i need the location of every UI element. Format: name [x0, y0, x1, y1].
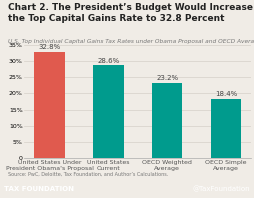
Bar	[152, 83, 182, 158]
Text: 23.2%: 23.2%	[156, 75, 178, 81]
Text: Source: PwC, Deloitte, Tax Foundation, and Author’s Calculations.: Source: PwC, Deloitte, Tax Foundation, a…	[8, 171, 168, 176]
Text: 18.4%: 18.4%	[215, 91, 237, 97]
Text: TAX FOUNDATION: TAX FOUNDATION	[4, 186, 74, 192]
Text: Chart 2. The President’s Budget Would Increase
the Top Capital Gains Rate to 32.: Chart 2. The President’s Budget Would In…	[8, 3, 253, 23]
Bar	[35, 52, 65, 158]
Text: 32.8%: 32.8%	[39, 44, 61, 50]
Text: 28.6%: 28.6%	[97, 58, 120, 64]
Bar	[93, 65, 124, 158]
Bar	[211, 99, 241, 158]
Text: U.S. Top Individual Capital Gains Tax Rates under Obama Proposal and OECD Averag: U.S. Top Individual Capital Gains Tax Ra…	[8, 39, 254, 44]
Text: @TaxFoundation: @TaxFoundation	[193, 186, 250, 192]
